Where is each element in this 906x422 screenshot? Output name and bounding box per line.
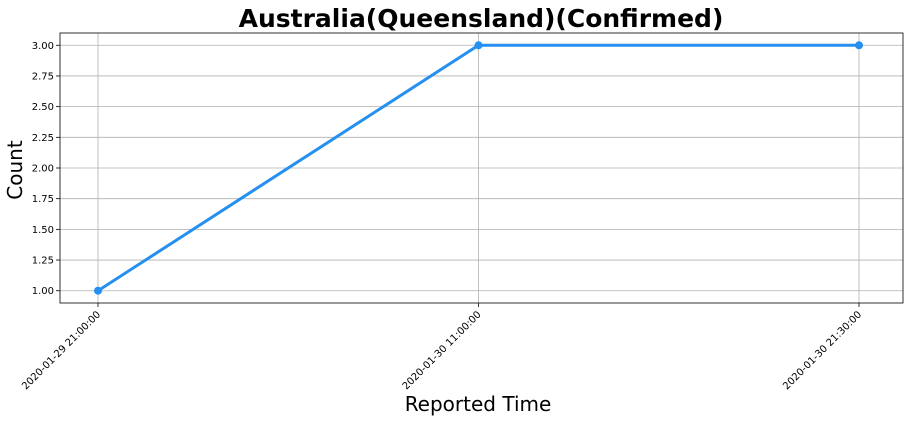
grid (60, 33, 903, 303)
y-tick-label: 1.50 (32, 225, 54, 236)
y-tick-label: 2.00 (32, 164, 54, 175)
x-axis-label: Reported Time (405, 392, 552, 416)
chart-title: Australia(Queensland)(Confirmed) (239, 4, 724, 33)
data-point (474, 41, 483, 50)
x-axis-ticks: 2020-01-29 21:00:00 2020-01-30 11:00:00 20… (20, 303, 864, 392)
y-tick-label: 1.75 (32, 194, 54, 205)
y-axis-label: Count (3, 140, 27, 200)
series-layer (94, 41, 863, 295)
data-point (855, 41, 863, 50)
y-tick-label: 1.25 (32, 256, 54, 267)
y-tick-label: 1.00 (32, 286, 54, 297)
y-tick-label: 3.00 (32, 41, 54, 52)
y-axis-ticks: 1.00 1.25 1.50 1.75 2.00 2.25 2.50 2.75 3.00 (32, 41, 60, 297)
x-tick-label: 2020-01-30 11:00:00 (401, 309, 484, 392)
y-tick-label: 2.50 (32, 102, 54, 113)
y-tick-label: 2.75 (32, 71, 54, 82)
data-point (94, 286, 102, 295)
x-tick-label: 2020-01-30 21:30:00 (781, 309, 864, 392)
y-tick-label: 2.25 (32, 133, 54, 144)
x-tick-label: 2020-01-29 21:00:00 (20, 309, 103, 392)
